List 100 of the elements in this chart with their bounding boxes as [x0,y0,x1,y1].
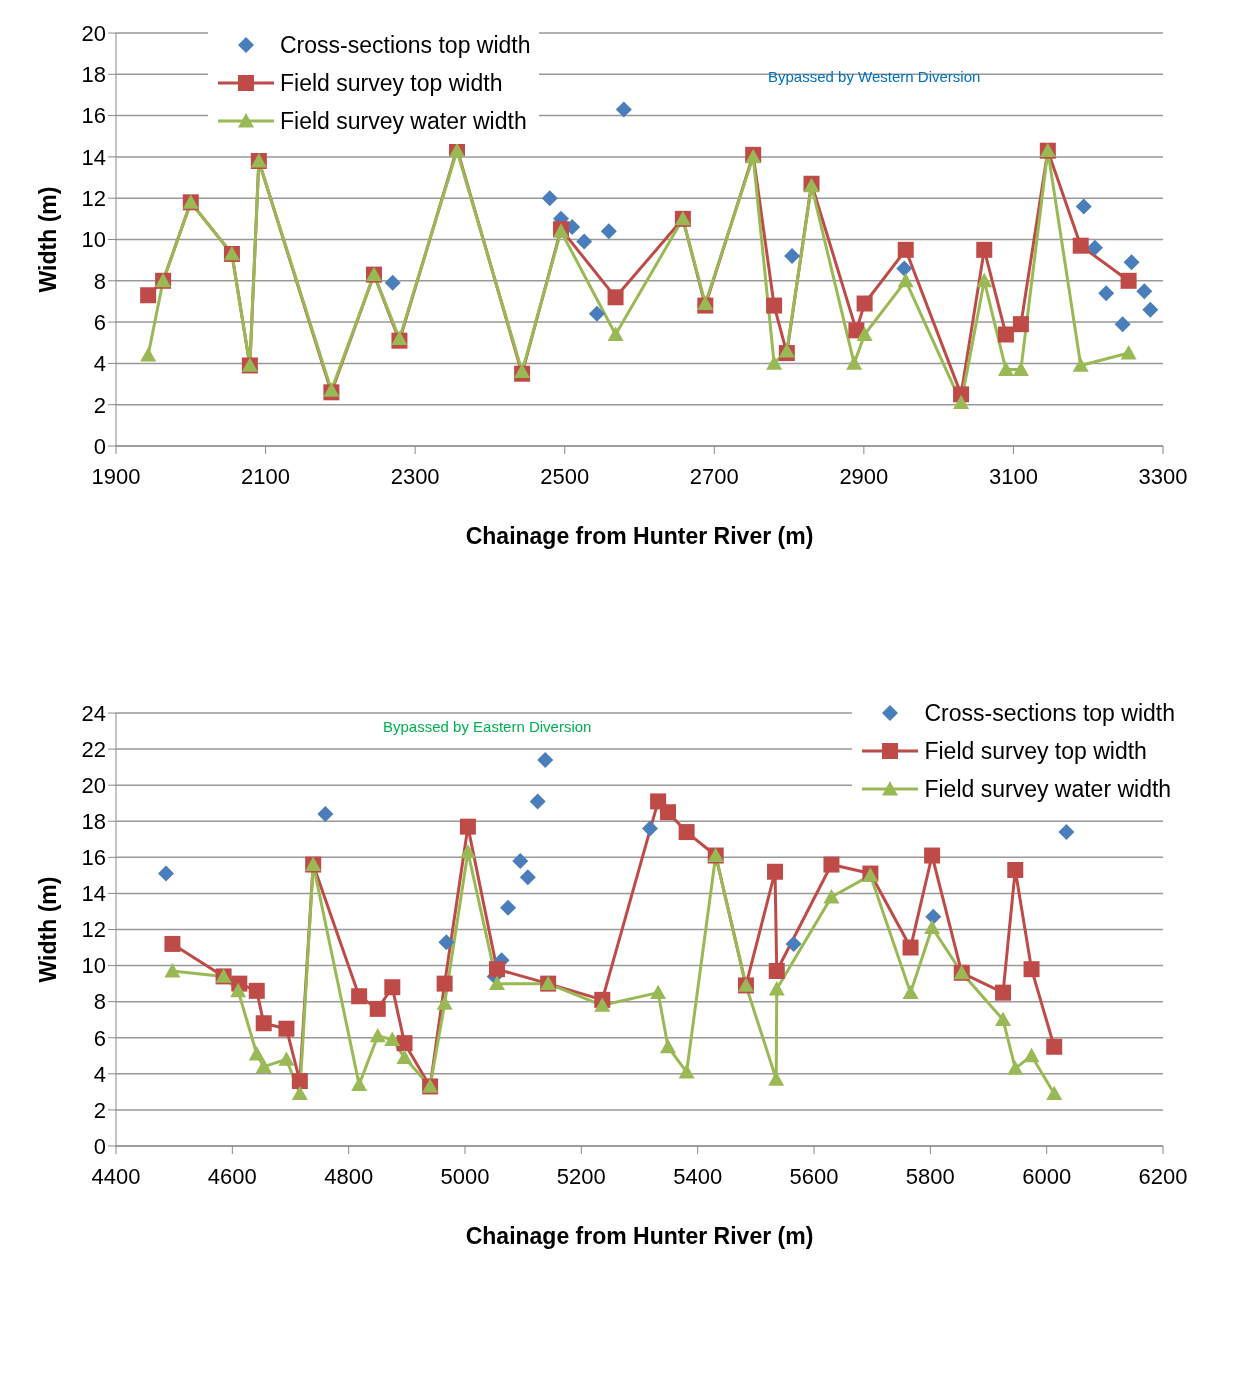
legend-label: Field survey top width [280,69,503,97]
point [1114,316,1131,333]
point [278,1020,295,1037]
point [351,988,368,1005]
point [230,982,247,998]
point [1120,345,1137,360]
point [541,190,558,207]
point [846,355,863,370]
point [1012,316,1029,333]
point [856,326,873,341]
x-tick-label: 3100 [988,463,1038,489]
y-tick-label: 18 [81,809,106,835]
point [766,355,783,370]
x-tick-label: 4800 [324,1163,374,1189]
y-tick-label: 6 [93,1025,106,1051]
point [902,939,919,956]
point [1007,861,1024,878]
point [1012,361,1029,376]
point [512,852,529,869]
point [436,975,453,992]
y-tick-label: 2 [93,1097,106,1123]
point [351,1076,368,1092]
point [678,1064,695,1079]
y-tick-label: 4 [93,1061,106,1087]
legend-label: Field survey top width [924,737,1147,765]
point [459,843,476,859]
point [1136,283,1153,300]
x-tick-label: 6000 [1022,1163,1072,1189]
point [594,997,611,1012]
y-tick-label: 10 [81,953,106,979]
point [768,963,785,979]
x-axis-title: Chainage from Hunter River (m) [465,523,814,549]
point [897,272,914,288]
point [1142,301,1159,318]
point [925,908,942,925]
point [896,260,913,277]
y-tick-label: 8 [93,268,106,294]
point [588,305,605,322]
x-axis-title: Chainage from Hunter River (m) [465,1223,814,1249]
y-tick-label: 8 [93,989,106,1015]
point [1072,237,1089,254]
point [1120,272,1137,289]
point [1023,961,1040,978]
point [323,382,340,397]
point [396,1049,413,1064]
point [248,1045,265,1061]
point [278,1051,295,1066]
point [953,394,970,410]
point [924,919,941,935]
point [997,361,1014,376]
y-tick-label: 0 [93,1133,106,1159]
y-tick-label: 4 [93,351,106,377]
x-tick-label: 5800 [905,1163,955,1189]
point [140,287,157,304]
point [641,820,658,837]
point [660,804,676,821]
point [650,984,667,1000]
point [767,863,784,880]
x-tick-label: 5400 [673,1163,723,1189]
point [1046,1085,1063,1101]
point [607,326,624,341]
x-tick-label: 2900 [839,463,889,489]
annotation: Bypassed by Eastern Diversion [383,718,592,735]
point [778,343,795,358]
point [976,272,993,288]
x-tick-label: 2300 [390,463,440,489]
y-tick-label: 18 [81,62,106,88]
point [438,934,455,951]
point [1058,824,1075,841]
point [384,274,401,291]
point [436,995,453,1010]
point [164,963,181,978]
point [384,979,401,996]
y-tick-label: 2 [93,392,106,418]
y-tick-label: 0 [93,433,106,459]
point [459,818,476,835]
point [291,1073,308,1090]
x-tick-label: 4600 [207,1163,257,1189]
point [997,326,1014,343]
y-tick-label: 24 [81,700,106,726]
point [255,1058,272,1074]
point [164,935,181,952]
point [396,1035,413,1052]
point [519,869,536,886]
point [384,1031,401,1046]
y-tick-label: 16 [81,103,106,129]
point [856,295,873,312]
point [768,981,785,996]
point [995,984,1012,1001]
point [576,233,593,250]
y-tick-label: 12 [81,186,106,212]
point [1086,239,1103,256]
point [823,856,840,873]
x-tick-label: 5000 [440,1163,490,1189]
point [1023,1047,1040,1063]
point [897,241,914,258]
y-tick-label: 22 [81,736,106,762]
point [369,1000,386,1017]
point [995,1011,1012,1027]
point [768,1071,785,1086]
